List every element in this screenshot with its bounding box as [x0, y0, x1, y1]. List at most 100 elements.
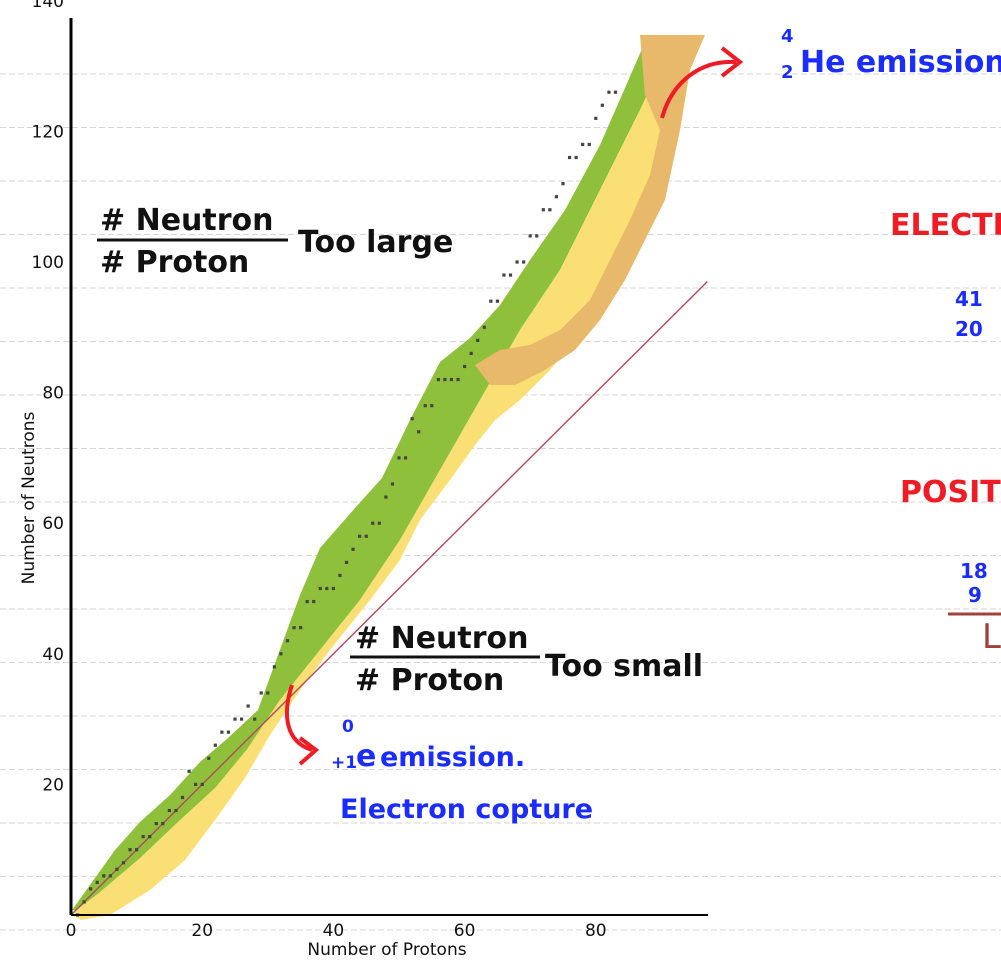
positron-emission-heading: POSITRO — [900, 475, 1001, 510]
nucleus-point — [121, 861, 126, 865]
nucleus-point — [410, 417, 414, 421]
nucleus-point — [213, 743, 217, 747]
y-tick-label: 80 — [42, 384, 64, 404]
nucleus-point — [502, 273, 506, 277]
nucleus-point — [325, 586, 329, 591]
nucleus-point — [312, 599, 316, 604]
nucleus-point — [115, 867, 119, 871]
nucleus-point — [561, 182, 565, 186]
y-tick-label: 20 — [42, 775, 64, 795]
x-tick-label: 0 — [66, 921, 77, 941]
nucleus-point — [377, 521, 381, 525]
nucleus-point — [167, 808, 171, 813]
upper-ratio-denominator: # Proton — [100, 245, 249, 280]
nucleus-point — [443, 377, 447, 382]
nucleus-point — [351, 547, 355, 551]
x-tick-label: 20 — [191, 921, 213, 941]
nucleus-point — [344, 560, 349, 564]
nucleus-point — [587, 142, 591, 147]
nucleus-point — [128, 848, 132, 852]
nucleus-point — [548, 208, 552, 212]
nucleus-point — [135, 848, 139, 852]
fluorine-mass-number: 18 — [960, 559, 988, 583]
nucleus-point — [581, 142, 585, 147]
nucleus-point — [358, 534, 362, 538]
upper-ratio-suffix: Too large — [298, 225, 453, 260]
y-axis-title: Number of Neutrons — [19, 411, 39, 584]
lower-ratio-numerator: # Neutron — [355, 621, 529, 656]
nucleus-point — [305, 599, 309, 604]
beta-emission-region — [72, 35, 680, 910]
nucleus-point — [154, 821, 158, 826]
alpha-atomic-number: 2 — [781, 62, 794, 83]
nucleus-point — [318, 586, 322, 591]
nucleus-point — [567, 155, 572, 160]
nucleus-point — [397, 456, 401, 460]
nucleus-point — [613, 90, 618, 94]
nucleus-point — [515, 260, 519, 264]
alpha-arrow-icon — [660, 59, 737, 119]
x-tick-label: 40 — [323, 921, 345, 941]
lower-ratio-suffix: Too small — [545, 649, 703, 684]
alpha-emission-label: He emission — [800, 45, 1001, 80]
nucleus-point — [364, 534, 368, 538]
nucleus-point — [239, 717, 244, 721]
nucleus-point — [384, 495, 388, 499]
nucleus-point — [403, 456, 408, 460]
nucleus-point — [371, 521, 375, 525]
electron-capture-label: Electron copture — [340, 794, 593, 825]
nucleus-point — [554, 195, 559, 199]
cut-off-glyph: L — [982, 617, 1001, 657]
x-tick-label: 80 — [585, 921, 607, 941]
fluorine-atomic-number: 9 — [968, 583, 982, 607]
nucleus-point — [522, 260, 526, 264]
nucleus-point — [187, 769, 191, 773]
y-tick-label: 40 — [42, 645, 64, 665]
calcium-mass-number: 41 — [955, 287, 983, 311]
x-axis-title: Number of Protons — [307, 940, 466, 960]
nucleus-point — [233, 717, 237, 721]
upper-ratio-numerator: # Neutron — [100, 203, 274, 238]
nucleus-point — [141, 835, 145, 839]
alpha-mass-number: 4 — [781, 26, 794, 47]
nucleus-point — [607, 90, 611, 94]
y-tick-label: 120 — [32, 122, 64, 142]
nucleus-point — [436, 377, 440, 382]
alpha-emission-region — [475, 35, 705, 385]
electron-emission-heading: ELECTRO — [890, 208, 1001, 243]
nucleus-point — [161, 821, 165, 826]
nucleus-point — [89, 887, 93, 891]
nucleus-point — [390, 482, 395, 486]
nucleus-point — [508, 273, 513, 277]
positron-arrowhead-icon — [298, 736, 320, 766]
y-tick-label: 60 — [42, 514, 64, 534]
nucleus-point — [292, 626, 296, 630]
nucleus-point — [299, 626, 303, 630]
nucleus-point — [423, 404, 427, 408]
nucleus-point — [574, 155, 578, 160]
nucleus-point — [226, 730, 231, 734]
nucleus-point — [528, 234, 532, 238]
nucleus-point — [463, 364, 467, 369]
nucleus-point — [259, 691, 263, 695]
nucleus-point — [207, 756, 211, 760]
nucleus-point — [246, 704, 250, 708]
nucleus-point — [285, 639, 290, 643]
nucleus-point — [253, 717, 257, 721]
nucleus-point — [220, 730, 224, 734]
nucleus-point — [174, 808, 178, 813]
nucleus-point — [535, 234, 539, 238]
lower-ratio-denominator: # Proton — [355, 663, 504, 698]
positron-arrow-icon — [284, 684, 313, 752]
nucleus-point — [266, 691, 270, 695]
nucleus-point — [95, 880, 99, 884]
nucleus-point — [495, 299, 499, 303]
nucleus-point — [489, 299, 493, 303]
nucleus-point — [108, 874, 112, 878]
positron-symbol: e — [356, 739, 376, 774]
nucleus-point — [456, 377, 460, 382]
nucleus-point — [148, 835, 152, 839]
nucleus-point — [417, 430, 421, 434]
nucleus-point — [279, 652, 283, 656]
